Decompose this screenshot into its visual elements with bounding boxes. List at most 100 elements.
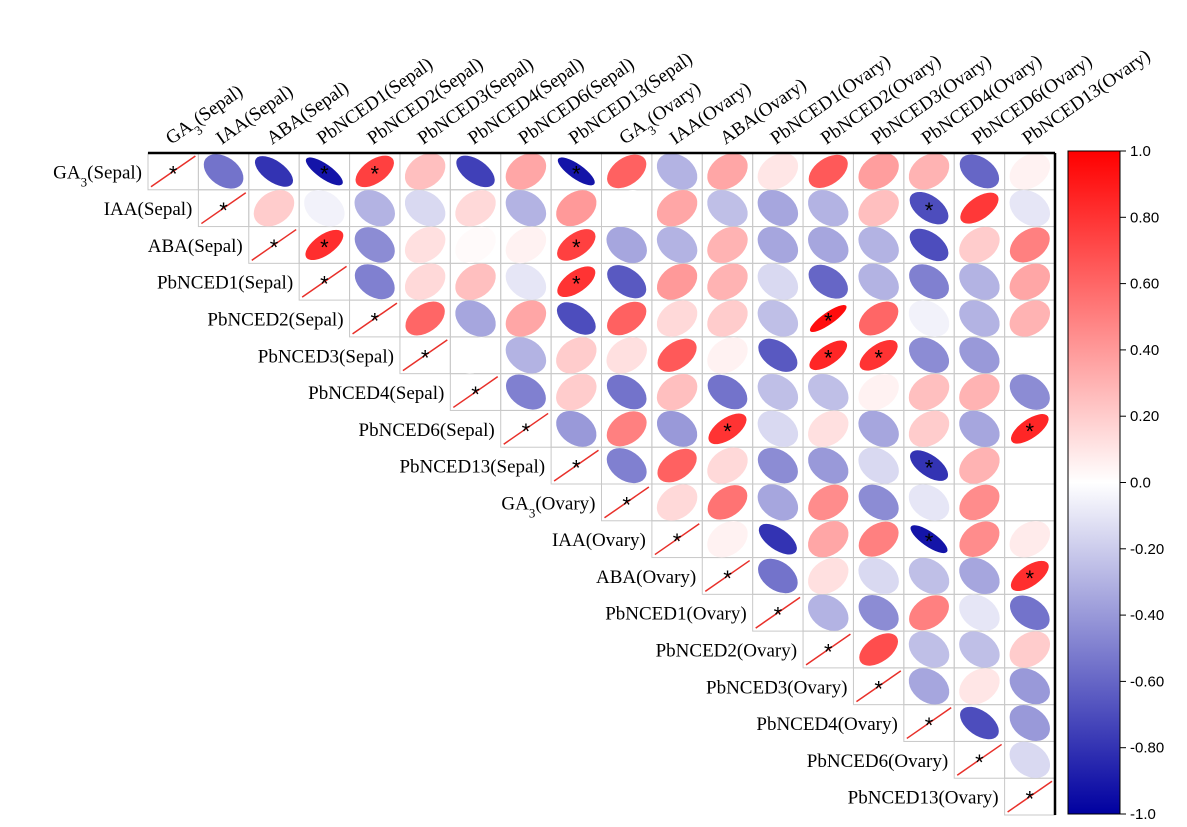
sig-star-7-17: * (1026, 419, 1035, 444)
ellipse-1-14 (858, 189, 899, 227)
ellipse-13-17 (1009, 631, 1051, 668)
ellipse-3-5 (404, 263, 446, 300)
ellipse-0-2 (254, 156, 293, 187)
ellipse-9-13 (808, 484, 849, 521)
diagonal-star-2: * (270, 235, 279, 260)
ellipse-8-16 (959, 447, 1000, 484)
colorbar-tick-label-5: 0.0 (1130, 475, 1151, 492)
colorbar-tick-label-10: -1.0 (1130, 806, 1156, 823)
ellipse-0-10 (656, 153, 698, 190)
ellipse-5-9 (606, 337, 647, 374)
label-suffix: (Ovary) (586, 530, 646, 551)
ellipse-0-6 (456, 155, 495, 188)
ellipse-5-13 (809, 340, 848, 371)
ellipse-9-17 (1012, 490, 1048, 515)
label-suffix: (Sepal) (490, 457, 545, 478)
diagonal-line-7 (503, 412, 549, 445)
ellipse-3-16 (959, 263, 1000, 300)
sig-star-1-15: * (925, 198, 934, 223)
ellipse-12-16 (959, 594, 1000, 631)
diagonal-star-13: * (824, 640, 833, 665)
label-base: PbNCED1 (605, 604, 686, 625)
ellipse-6-12 (757, 373, 799, 411)
ellipse-9-12 (757, 484, 799, 521)
ellipse-1-8 (556, 190, 597, 227)
ellipse-9-16 (959, 484, 1000, 521)
diagonal-line-15 (906, 707, 952, 740)
sig-star-5-14: * (874, 345, 883, 370)
ellipse-6-9 (606, 374, 647, 410)
ellipse-16-17 (1009, 741, 1051, 779)
sig-star-2-8: * (572, 235, 581, 260)
ellipse-10-11 (707, 520, 748, 558)
label-subscript: 3 (529, 505, 536, 520)
label-suffix: (Sepal) (87, 162, 142, 183)
diagonal-line-11 (704, 559, 751, 592)
diagonal-star-12: * (774, 603, 783, 628)
colorbar-tick-label-6: -0.20 (1130, 541, 1164, 558)
label-suffix: (Sepal) (389, 383, 444, 404)
ellipse-4-16 (959, 300, 1000, 337)
ellipse-3-13 (808, 264, 848, 299)
ellipse-9-10 (656, 484, 698, 521)
ellipse-2-11 (707, 226, 748, 264)
diagonal-line-1 (200, 192, 247, 225)
ellipse-11-13 (808, 557, 849, 595)
ellipse-9-11 (707, 485, 748, 520)
ellipse-0-4 (355, 155, 394, 188)
diagonal-line-12 (755, 596, 801, 629)
diagonal-line-5 (402, 339, 448, 372)
ellipse-0-8 (557, 157, 595, 186)
ellipse-4-7 (505, 300, 547, 337)
ellipse-11-15 (908, 557, 950, 595)
ellipse-2-14 (858, 226, 899, 264)
ellipse-7-11 (708, 413, 747, 445)
label-base: PbNCED2 (656, 641, 737, 662)
ellipse-10-13 (808, 520, 849, 558)
label-base: PbNCED3 (258, 346, 339, 367)
ellipse-4-12 (757, 300, 799, 337)
ellipse-5-11 (707, 337, 748, 374)
label-base: GA (162, 116, 197, 149)
label-suffix: (Sepal) (339, 346, 394, 367)
ellipse-1-6 (455, 189, 496, 227)
diagonal-star-5: * (421, 345, 430, 370)
ellipse-1-15 (909, 191, 949, 225)
ellipse-5-7 (505, 337, 547, 374)
colorbar-tick-label-9: -0.80 (1130, 740, 1164, 757)
row-label-14: PbNCED3(Ovary) (706, 677, 847, 698)
row-label-3: PbNCED1(Sepal) (157, 273, 293, 294)
ellipse-6-16 (959, 373, 1000, 411)
row-label-15: PbNCED4(Ovary) (756, 714, 897, 735)
ellipse-7-17 (1010, 414, 1049, 444)
diagonal-line-0 (150, 155, 196, 188)
sig-star-10-15: * (925, 529, 934, 554)
ellipse-1-4 (354, 189, 395, 227)
label-suffix: (Ovary) (1093, 45, 1154, 97)
ellipse-4-15 (908, 300, 950, 337)
ellipse-5-10 (657, 338, 697, 372)
diagonal-line-14 (856, 670, 902, 703)
ellipse-7-14 (858, 410, 899, 448)
diagonal-star-11: * (723, 566, 732, 591)
label-base: ABA (596, 567, 636, 588)
ellipse-6-8 (556, 373, 597, 411)
label-suffix: (Sepal) (440, 420, 495, 441)
cell-border-8-17 (1004, 446, 1056, 485)
ellipse-14-15 (908, 668, 950, 705)
row-label-6: PbNCED4(Sepal) (308, 383, 444, 404)
diagonal-star-1: * (219, 198, 228, 223)
label-base: ABA (148, 236, 188, 257)
diagonal-star-9: * (622, 492, 631, 517)
ellipse-5-8 (556, 337, 597, 374)
row-label-2: ABA(Sepal) (148, 236, 243, 257)
ellipse-4-13 (809, 304, 847, 333)
ellipse-0-1 (203, 154, 244, 189)
ellipse-3-11 (707, 263, 748, 300)
ellipse-4-5 (405, 301, 445, 336)
ellipse-5-12 (758, 338, 798, 372)
ellipse-9-14 (858, 484, 899, 521)
ellipse-3-10 (656, 263, 698, 300)
ellipse-11-14 (858, 557, 899, 595)
diagonal-line-13 (805, 633, 851, 666)
